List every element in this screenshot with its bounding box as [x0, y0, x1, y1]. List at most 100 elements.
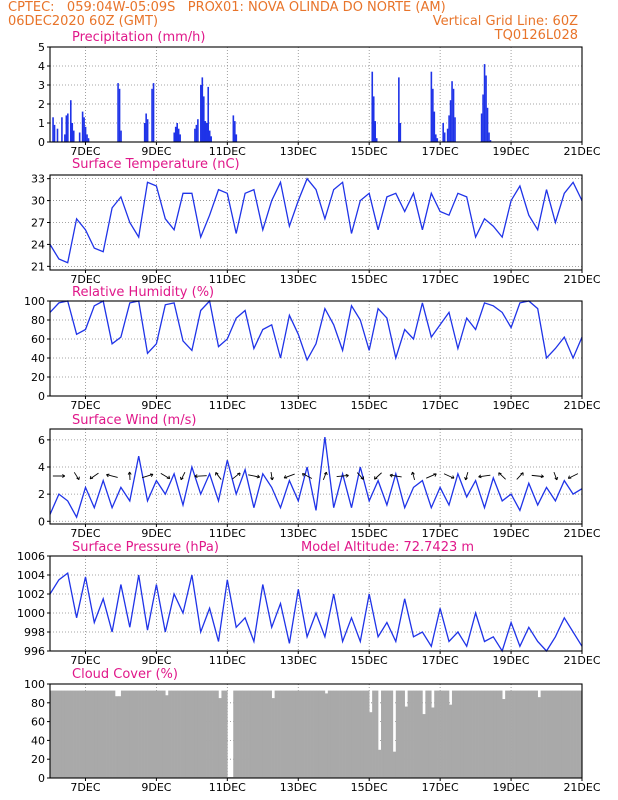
y-tick-label: 60 — [31, 716, 45, 729]
precip-bar — [452, 88, 455, 142]
precip-bar — [179, 134, 181, 142]
precip-bar — [52, 117, 54, 142]
panel-humidity: 0 20 40 60 80 100 7DEC 9DEC 11DEC 13DEC 15DEC 17DEC… — [24, 285, 601, 412]
wind-arrow-head — [323, 471, 328, 476]
y-tick-label: 998 — [24, 626, 45, 639]
precip-bar — [87, 138, 90, 142]
header-date: 06DEC2020 60Z (GMT) — [8, 14, 159, 29]
cloud-bar — [224, 690, 228, 778]
wind-arrow-shaft — [531, 474, 544, 478]
wind-arrow-head — [166, 475, 171, 480]
y-tick-label: 4 — [38, 461, 45, 474]
wind-arrow-shaft — [374, 472, 382, 480]
precip-bar — [200, 85, 202, 142]
precip-bar — [65, 115, 68, 142]
precip-bar — [64, 134, 66, 142]
wind-direction-arrow — [443, 473, 455, 479]
cloud-bar — [487, 690, 491, 778]
humidity-series-line — [49, 299, 583, 362]
precip-bar — [489, 140, 492, 142]
cloud-bar — [88, 690, 92, 778]
cloud-bar — [259, 690, 264, 778]
y-tick-label: 20 — [31, 371, 45, 384]
x-tick-label: 15DEC — [351, 399, 388, 412]
wind-direction-arrow — [283, 473, 295, 479]
panel-frame — [49, 46, 583, 143]
cloud-bar — [271, 698, 275, 778]
cloud-bar — [283, 690, 287, 778]
cloud-bar — [472, 690, 476, 778]
precip-bar — [177, 128, 180, 142]
cloud-bar — [126, 690, 131, 778]
cloud-bar — [265, 690, 270, 778]
x-tick-label: 17DEC — [422, 273, 459, 286]
y-tick-label: 27 — [31, 217, 45, 230]
precip-bar — [67, 113, 69, 142]
cloud-bar — [180, 690, 184, 778]
precip-bar — [235, 134, 238, 142]
cloud-bar — [395, 690, 400, 778]
wind-direction-arrow — [89, 472, 99, 480]
cloud-bar — [177, 690, 181, 778]
cloud-bar — [398, 690, 403, 778]
wind-arrow-head — [127, 471, 132, 475]
x-tick-label: 9DEC — [141, 145, 171, 158]
x-tick-label: 11DEC — [209, 654, 246, 667]
y-tick-label: 2 — [38, 488, 45, 501]
cloud-bar — [212, 690, 216, 778]
cloud-bar — [298, 690, 302, 778]
cloud-bar — [345, 690, 349, 778]
cloud-bar — [50, 690, 54, 778]
wind-arrow-head — [478, 474, 482, 479]
cloud-bar — [413, 690, 417, 778]
cloud-bar — [502, 699, 506, 778]
precip-bar — [442, 123, 444, 142]
header-line1: CPTEC: 059:04W-05:09S PROX01: NOVA OLIND… — [8, 0, 446, 15]
x-tick-label: 21DEC — [563, 399, 600, 412]
cloud-bar — [558, 690, 562, 778]
cloud-bar — [236, 690, 240, 778]
wind-arrow-head — [89, 475, 94, 480]
cloud-bar — [475, 690, 479, 778]
wind-direction-arrow — [356, 472, 364, 480]
wind-direction-arrow — [127, 471, 132, 481]
cloud-bar — [61, 690, 66, 778]
x-tick-label: 19DEC — [493, 399, 530, 412]
cloud-bar — [555, 690, 559, 778]
cloud-bar — [419, 690, 423, 778]
wind-arrow-head — [76, 476, 80, 481]
cloud-bar — [168, 690, 172, 778]
wind-arrow-head — [520, 472, 524, 476]
precip-bar — [146, 119, 149, 142]
cloud-bar — [348, 690, 352, 778]
cloud-bar — [383, 690, 388, 778]
wind-arrow-shaft — [215, 472, 222, 480]
precip-bar — [483, 64, 486, 142]
precip-bar — [120, 130, 122, 142]
wind-arrow-shaft — [89, 472, 99, 480]
panel-precip: 0 1 2 3 4 5 7DEC 9DEC 11DEC 13DEC 15DEC 17DEC 19DEC 2… — [38, 30, 601, 158]
wind-direction-arrow — [322, 471, 328, 481]
header-grid-note: Vertical Grid Line: 60Z — [432, 14, 578, 29]
y-tick-label: 0 — [38, 515, 45, 528]
panel-frame — [49, 428, 583, 525]
wind-arrow-shaft — [465, 471, 469, 481]
precip-bar — [176, 123, 178, 142]
wind-arrow-shaft — [194, 475, 207, 477]
wind-direction-arrow — [106, 473, 118, 478]
cloud-bar — [422, 714, 426, 778]
wind-arrow-shaft — [356, 472, 364, 480]
x-tick-label: 19DEC — [493, 654, 530, 667]
panel-title: Precipitation (mm/h) — [72, 30, 205, 45]
cloud-bar — [496, 690, 500, 778]
cloud-bar — [342, 690, 346, 778]
cloud-bar — [112, 690, 116, 778]
y-tick-label: 1002 — [17, 588, 45, 601]
x-tick-label: 19DEC — [493, 527, 530, 540]
wind-arrow-head — [498, 472, 502, 476]
cloud-bar — [463, 690, 468, 778]
wind-direction-arrow — [516, 472, 524, 480]
cloud-bar — [103, 690, 107, 778]
x-tick-label: 17DEC — [422, 781, 459, 794]
panel-title: Surface Pressure (hPa) — [72, 540, 219, 555]
